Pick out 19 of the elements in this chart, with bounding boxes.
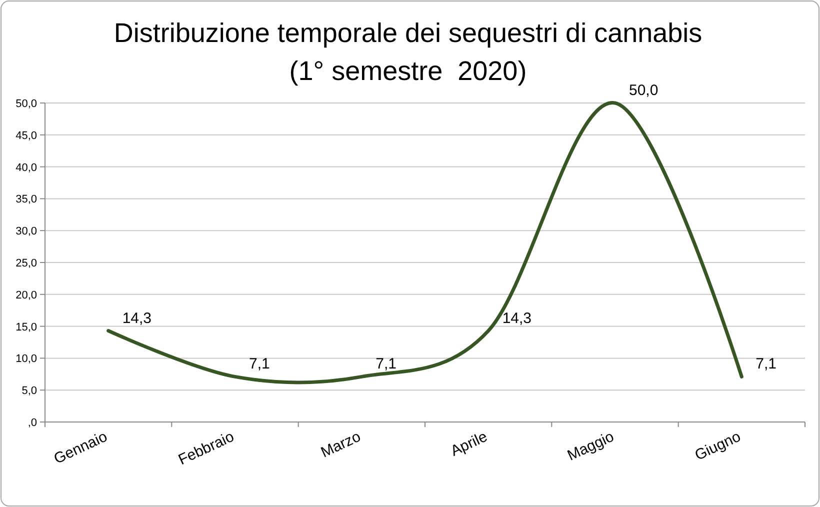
y-tick-label: 35,0 xyxy=(16,194,37,206)
y-tick-label: 40,0 xyxy=(16,162,37,174)
data-label: 7,1 xyxy=(249,356,270,373)
data-label: 14,3 xyxy=(122,310,152,327)
y-tick-label: 5,0 xyxy=(22,385,37,398)
y-tick-label: 45,0 xyxy=(16,130,37,142)
data-label: 14,3 xyxy=(502,310,532,327)
x-tick-label: Giugno xyxy=(692,428,744,464)
y-tick-label: 20,0 xyxy=(16,289,37,302)
y-tick-label: 25,0 xyxy=(16,258,37,270)
y-tick-label: ,0 xyxy=(28,417,37,429)
y-tick-label: 50,0 xyxy=(16,98,37,110)
y-tick-label: 15,0 xyxy=(16,321,37,334)
y-tick-label: 30,0 xyxy=(16,226,37,238)
x-tick-label: Aprile xyxy=(448,428,490,460)
y-tick-label: 10,0 xyxy=(16,353,37,366)
data-label: 7,1 xyxy=(756,356,777,373)
x-tick-label: Marzo xyxy=(318,428,364,462)
data-label: 7,1 xyxy=(376,356,397,373)
